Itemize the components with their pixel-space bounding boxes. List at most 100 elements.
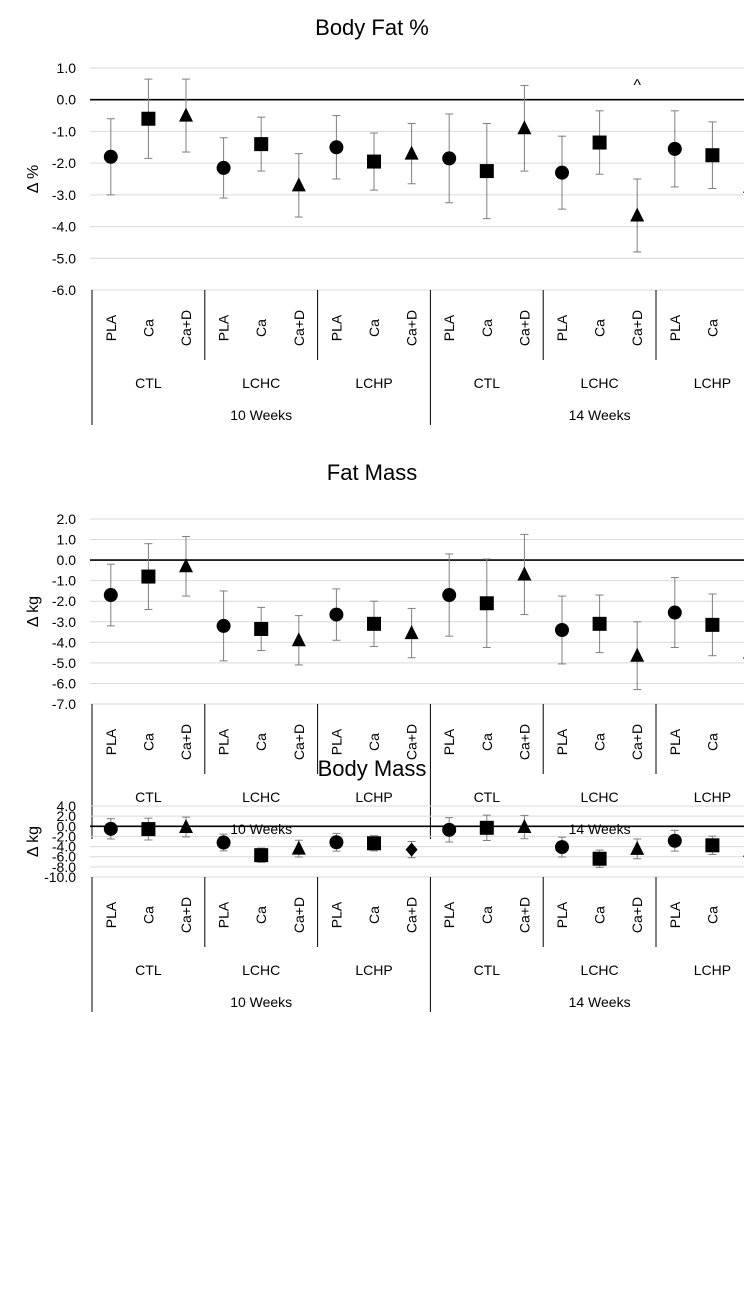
triangle-marker xyxy=(291,840,306,855)
diet-label: CTL xyxy=(135,375,162,391)
diet-label: LCHP xyxy=(694,375,731,391)
circle-marker xyxy=(103,588,118,603)
diet-label: LCHC xyxy=(242,789,280,805)
triangle-marker xyxy=(630,840,645,855)
group-label: 10 Weeks xyxy=(230,821,292,837)
y-tick-label: -10.0 xyxy=(44,869,76,885)
treatment-label: Ca+D xyxy=(742,724,744,760)
data-point xyxy=(367,835,381,852)
circle-marker xyxy=(103,149,118,164)
treatment-label: Ca+D xyxy=(629,310,645,346)
treatment-label: PLA xyxy=(667,901,683,928)
treatment-label: Ca+D xyxy=(516,310,532,346)
square-marker xyxy=(367,154,381,169)
diet-label: LCHP xyxy=(694,962,731,978)
circle-marker xyxy=(555,623,569,637)
data-point xyxy=(216,137,231,199)
treatment-label: PLA xyxy=(328,901,344,928)
y-tick-label: -5.0 xyxy=(52,250,76,266)
square-marker xyxy=(705,617,720,632)
triangle-marker xyxy=(291,632,306,647)
treatment-label: Ca+D xyxy=(404,897,420,933)
data-point xyxy=(479,123,494,220)
circle-marker xyxy=(329,140,344,155)
data-point xyxy=(630,838,645,860)
diet-label: LCHP xyxy=(355,962,392,978)
diet-label: LCHC xyxy=(242,962,280,978)
triangle-marker xyxy=(630,647,645,662)
treatment-label: PLA xyxy=(441,901,457,928)
circle-marker xyxy=(216,160,231,175)
data-point xyxy=(705,835,720,855)
treatment-label: Ca xyxy=(479,733,495,751)
treatment-label: Ca+D xyxy=(742,897,744,933)
treatment-label: Ca xyxy=(704,733,720,751)
y-axis-label: Δ kg xyxy=(25,826,42,857)
data-point xyxy=(141,78,156,159)
treatment-label: PLA xyxy=(103,728,119,755)
treatment-label: Ca+D xyxy=(178,897,194,933)
data-point xyxy=(329,832,344,852)
treatment-label: Ca xyxy=(366,733,382,751)
data-point xyxy=(667,110,682,188)
triangle-marker xyxy=(404,625,419,640)
square-marker xyxy=(592,135,607,150)
y-tick-label: -4.0 xyxy=(52,219,76,235)
treatment-label: Ca+D xyxy=(742,310,744,346)
y-tick-label: -7.0 xyxy=(52,696,76,712)
data-point xyxy=(329,115,344,180)
y-tick-label: 1.0 xyxy=(57,60,77,76)
square-marker xyxy=(254,621,269,636)
treatment-label: Ca xyxy=(704,906,720,924)
data-point xyxy=(367,132,381,191)
data-point xyxy=(254,116,269,172)
treatment-label: Ca+D xyxy=(178,724,194,760)
triangle-marker xyxy=(179,558,193,573)
square-marker xyxy=(254,848,269,863)
annotation-mark: ^ xyxy=(633,77,641,94)
y-tick-label: -5.0 xyxy=(52,655,76,671)
treatment-label: Ca xyxy=(479,319,495,337)
square-marker xyxy=(254,137,269,152)
treatment-label: Ca+D xyxy=(291,897,307,933)
diet-label: LCHP xyxy=(694,789,731,805)
treatment-label: Ca+D xyxy=(404,724,420,760)
diet-label: CTL xyxy=(474,789,501,805)
diet-label: LCHC xyxy=(581,789,619,805)
square-marker xyxy=(479,164,494,179)
chart-title: Body Fat % xyxy=(315,15,429,40)
data-point xyxy=(103,563,118,627)
diet-label: LCHC xyxy=(242,375,280,391)
circle-marker xyxy=(667,605,682,620)
y-axis-label: Δ % xyxy=(25,165,42,193)
data-point xyxy=(291,153,306,218)
square-marker xyxy=(592,851,607,866)
y-tick-label: 4.0 xyxy=(57,798,77,814)
data-point xyxy=(179,78,193,153)
treatment-label: PLA xyxy=(216,314,232,341)
square-marker xyxy=(705,838,720,853)
triangle-marker xyxy=(404,145,419,160)
y-tick-label: -6.0 xyxy=(52,282,76,298)
square-marker xyxy=(367,836,381,851)
data-point xyxy=(216,590,231,662)
data-point xyxy=(141,543,156,610)
treatment-label: Ca xyxy=(140,906,156,924)
circle-marker xyxy=(329,835,344,850)
y-tick-label: 1.0 xyxy=(57,532,77,548)
treatment-label: Ca+D xyxy=(629,724,645,760)
data-point xyxy=(442,113,457,204)
data-point xyxy=(404,123,419,185)
triangle-marker xyxy=(291,177,306,192)
group-label: 10 Weeks xyxy=(230,994,292,1010)
data-point xyxy=(705,593,720,657)
treatment-label: PLA xyxy=(441,314,457,341)
y-tick-label: -4.0 xyxy=(52,634,76,650)
square-marker xyxy=(367,616,381,631)
data-point xyxy=(592,594,607,654)
treatment-label: Ca xyxy=(592,906,608,924)
data-point xyxy=(667,577,682,648)
circle-marker xyxy=(216,835,231,850)
data-point xyxy=(517,84,532,172)
treatment-label: PLA xyxy=(216,901,232,928)
